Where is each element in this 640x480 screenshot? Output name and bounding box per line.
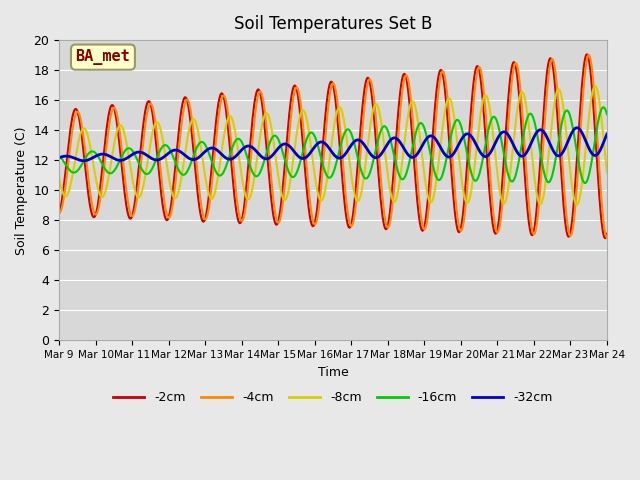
-32cm (603, 131, 611, 137)
-2cm (122, 196, 129, 202)
Line: -2cm: -2cm (59, 54, 607, 238)
-4cm (585, 52, 593, 58)
-32cm (80, 158, 88, 164)
-32cm (55, 155, 63, 161)
Text: BA_met: BA_met (76, 49, 131, 65)
-2cm (206, 182, 214, 188)
-4cm (415, 201, 423, 207)
-16cm (65, 167, 73, 172)
-4cm (55, 210, 63, 216)
-4cm (177, 125, 185, 131)
-16cm (177, 171, 185, 177)
-8cm (65, 188, 73, 193)
-32cm (65, 154, 73, 159)
-4cm (65, 153, 73, 159)
Legend: -2cm, -4cm, -8cm, -16cm, -32cm: -2cm, -4cm, -8cm, -16cm, -32cm (108, 386, 558, 409)
-16cm (415, 121, 423, 127)
-16cm (122, 147, 129, 153)
Y-axis label: Soil Temperature (C): Soil Temperature (C) (15, 126, 28, 254)
-32cm (417, 146, 424, 152)
-8cm (177, 177, 185, 182)
-16cm (206, 153, 214, 159)
-8cm (399, 147, 407, 153)
-8cm (591, 84, 598, 89)
-16cm (399, 176, 407, 182)
-8cm (122, 135, 129, 141)
-8cm (206, 194, 214, 200)
-32cm (207, 145, 214, 151)
Title: Soil Temperatures Set B: Soil Temperatures Set B (234, 15, 432, 33)
Line: -4cm: -4cm (59, 55, 607, 238)
-4cm (603, 235, 611, 240)
Line: -16cm: -16cm (59, 107, 607, 183)
-32cm (122, 156, 130, 161)
-2cm (415, 217, 423, 223)
-32cm (178, 150, 186, 156)
Line: -8cm: -8cm (59, 86, 607, 204)
-8cm (415, 131, 423, 136)
-2cm (55, 210, 63, 216)
-2cm (603, 231, 611, 237)
-2cm (399, 72, 407, 77)
-2cm (583, 51, 591, 57)
-32cm (573, 125, 581, 131)
-8cm (573, 202, 580, 207)
-2cm (65, 137, 73, 143)
-4cm (399, 80, 407, 85)
-4cm (206, 197, 214, 203)
-32cm (401, 146, 408, 152)
Line: -32cm: -32cm (59, 128, 607, 161)
-2cm (177, 109, 185, 115)
-2cm (602, 235, 609, 241)
-8cm (603, 169, 611, 175)
-16cm (603, 111, 611, 117)
-16cm (581, 180, 589, 186)
-16cm (55, 153, 63, 159)
-4cm (122, 180, 129, 186)
-8cm (55, 175, 63, 181)
-16cm (599, 104, 607, 110)
X-axis label: Time: Time (317, 366, 348, 379)
